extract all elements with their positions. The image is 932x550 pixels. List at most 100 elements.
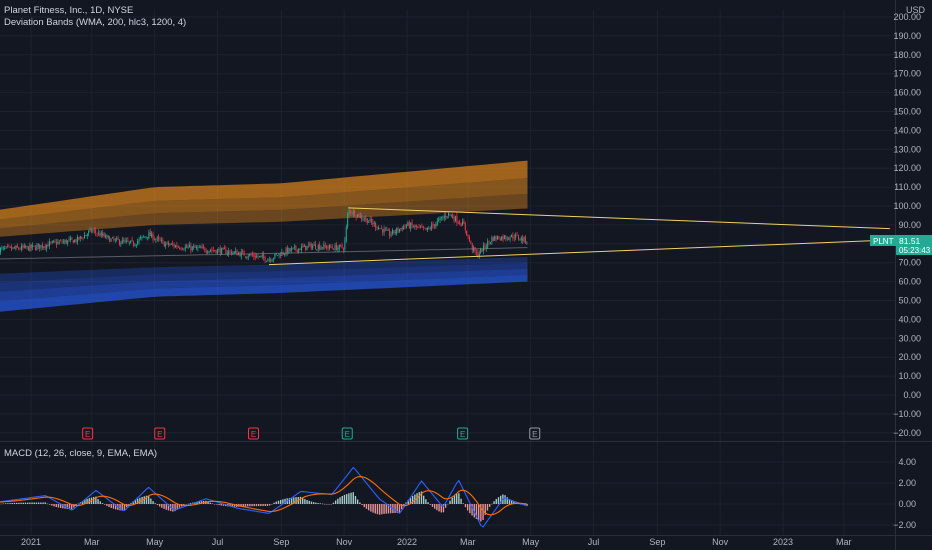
candle-body	[99, 233, 101, 237]
macd-hist-bar	[394, 504, 396, 513]
candle-body	[39, 244, 41, 249]
macd-hist-bar	[266, 504, 269, 506]
candle-body	[225, 248, 227, 254]
candle-body	[300, 246, 302, 251]
candle-body	[513, 237, 515, 239]
macd-hist-bar	[68, 504, 71, 510]
earnings-marker[interactable]: E	[82, 427, 94, 440]
macd-hist-bar	[84, 499, 86, 504]
macd-hist-bar	[284, 498, 286, 504]
candle-body	[8, 245, 10, 247]
macd-hist-bar	[350, 492, 352, 504]
macd-hist-bar	[260, 504, 262, 507]
price-tick-label: 30.00	[898, 333, 921, 343]
macd-hist-bar	[268, 504, 271, 506]
macd-hist-bar	[187, 503, 189, 505]
macd-hist-bar	[134, 499, 137, 504]
trendline[interactable]	[348, 207, 891, 230]
macd-hist-bar	[341, 496, 343, 504]
macd-title[interactable]: MACD (12, 26, close, 9, EMA, EMA)	[4, 448, 157, 459]
macd-hist-bar	[343, 494, 346, 504]
macd-hist-bar	[59, 504, 62, 508]
candle-body	[121, 240, 123, 244]
candle-body	[338, 244, 340, 249]
candle-body	[468, 236, 470, 242]
macd-hist-bar	[158, 504, 161, 507]
time-tick-label: 2022	[397, 537, 417, 547]
earnings-marker[interactable]: E	[529, 427, 541, 440]
candle-body	[186, 245, 188, 248]
trendlines[interactable]	[268, 207, 891, 266]
price-tick-label: 170.00	[893, 69, 921, 79]
macd-hist-bar	[4, 503, 7, 504]
candle-body	[446, 216, 448, 218]
time-axis[interactable]: 2021 Mar May Jul Sep Nov 2022 Mar May Jul Sep Nov 20…	[21, 537, 852, 547]
candle-body	[11, 247, 13, 250]
macd-hist-bar	[152, 501, 154, 504]
macd-hist-bar	[139, 497, 141, 504]
macd-hist-bar	[420, 491, 423, 504]
earnings-marker[interactable]: E	[248, 427, 260, 440]
macd-hist-bar	[418, 492, 420, 504]
macd-line	[0, 466, 528, 528]
macd-hist-bar	[161, 504, 163, 508]
macd-hist-bar	[374, 504, 376, 514]
macd-hist-bar	[506, 497, 508, 504]
candle-body	[138, 238, 140, 242]
candle-body	[363, 218, 365, 220]
earnings-marker[interactable]: E	[457, 427, 469, 440]
upper-band-zone	[0, 193, 528, 237]
macd-tick-label: 2.00	[898, 478, 916, 488]
macd-hist-bar	[44, 502, 46, 504]
macd-hist-bar	[13, 502, 16, 504]
candle-body	[211, 250, 213, 251]
candle-body	[449, 213, 451, 215]
macd-hist-bar	[198, 501, 200, 504]
candle-body	[50, 241, 52, 243]
candle-body	[111, 237, 113, 239]
candle-body	[347, 214, 349, 227]
candle-body	[485, 246, 487, 249]
macd-hist-bar	[81, 500, 84, 504]
candle-body	[337, 247, 339, 251]
earnings-marker-label: E	[532, 430, 537, 439]
macd-hist-bar	[183, 504, 185, 506]
macd-axis[interactable]: 4.00 2.00 0.00 −2.00	[893, 457, 916, 530]
macd-hist-bar	[121, 504, 123, 511]
candle-body	[394, 232, 396, 234]
candle-body	[515, 234, 517, 239]
indicator-title[interactable]: Deviation Bands (WMA, 200, hlc3, 1200, 4…	[4, 17, 186, 28]
candle-body	[375, 223, 377, 228]
candle-body	[82, 238, 84, 239]
symbol-title[interactable]: Planet Fitness, Inc., 1D, NYSE	[4, 5, 133, 16]
candlestick-series[interactable]	[0, 206, 528, 264]
macd-hist-bar	[425, 499, 427, 504]
candle-body	[393, 230, 395, 233]
candle-body	[296, 249, 298, 252]
earnings-marker[interactable]: E	[154, 427, 166, 440]
candle-body	[386, 229, 388, 231]
macd-hist-bar	[271, 503, 273, 505]
candle-body	[193, 246, 195, 248]
candle-body	[51, 241, 53, 243]
earnings-marker[interactable]: E	[341, 427, 353, 440]
candle-body	[358, 213, 360, 218]
macd-hist-bar	[33, 502, 35, 504]
candle-body	[281, 251, 283, 256]
candle-body	[5, 246, 7, 248]
macd-hist-bar	[128, 504, 130, 505]
macd-hist-bar	[176, 504, 178, 510]
macd-hist-bar	[99, 501, 101, 504]
trendline[interactable]	[268, 239, 891, 266]
candle-body	[33, 245, 35, 247]
macd-hist-bar	[251, 504, 253, 507]
lower-band-zone	[0, 274, 528, 312]
macd-hist-bar	[40, 502, 42, 504]
macd-hist-bar	[354, 495, 357, 504]
macd-hist-bar	[222, 504, 225, 506]
macd-hist-bar	[112, 504, 115, 509]
macd-hist-bar	[400, 504, 403, 510]
macd-hist-bar	[389, 504, 392, 514]
